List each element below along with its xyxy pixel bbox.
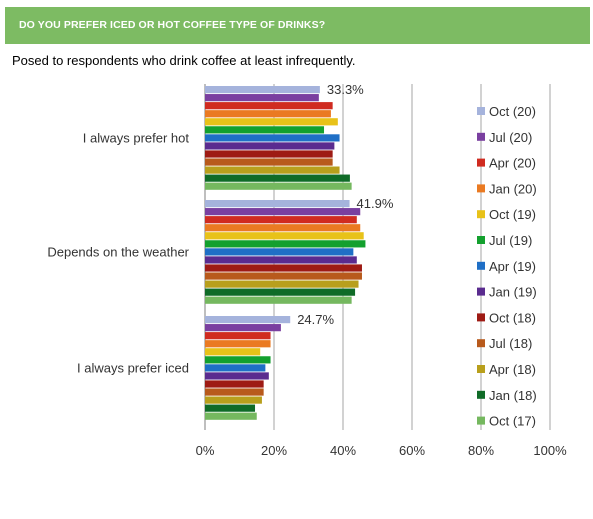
legend-label: Jul (20) xyxy=(489,130,532,145)
legend-swatch xyxy=(477,261,485,270)
bar xyxy=(205,316,291,324)
legend-label: Jan (18) xyxy=(489,388,537,403)
legend-swatch xyxy=(477,287,485,296)
bar xyxy=(205,200,350,208)
bar xyxy=(205,142,335,150)
bar xyxy=(205,364,266,372)
bar xyxy=(205,126,325,134)
legend-label: Oct (20) xyxy=(489,104,536,119)
bar xyxy=(205,380,264,388)
bar xyxy=(205,280,359,288)
page-title: DO YOU PREFER ICED OR HOT COFFEE TYPE OF… xyxy=(19,19,326,31)
bar xyxy=(205,396,262,404)
bar xyxy=(205,412,257,420)
legend-swatch xyxy=(477,210,485,219)
legend-label: Apr (18) xyxy=(489,362,536,377)
bar xyxy=(205,216,357,224)
bar xyxy=(205,356,271,364)
bar xyxy=(205,224,361,232)
bar xyxy=(205,404,256,412)
legend: Oct (20) Jul (20) Apr (20) Jan (20) Oct (19)… xyxy=(477,104,537,429)
legend-label: Jul (18) xyxy=(489,336,532,351)
x-tick-label: 20% xyxy=(261,443,287,458)
bar xyxy=(205,256,357,264)
bar xyxy=(205,182,352,190)
x-tick-label: 60% xyxy=(399,443,425,458)
legend-label: Apr (20) xyxy=(489,156,536,171)
legend-label: Oct (19) xyxy=(489,207,536,222)
bar xyxy=(205,324,281,332)
bar xyxy=(205,372,269,380)
legend-swatch xyxy=(477,132,485,141)
category-label: I always prefer hot xyxy=(83,130,190,145)
data-label: 33.3% xyxy=(327,82,364,97)
bar xyxy=(205,110,331,118)
bar xyxy=(205,166,340,174)
bar xyxy=(205,102,333,110)
labels: 0% 20% 40% 60% 80% 100% 33.3% 41.9% 24.7% I alway… xyxy=(47,82,567,458)
bar xyxy=(205,150,333,158)
bar xyxy=(205,208,361,216)
bar xyxy=(205,134,340,142)
legend-label: Jan (19) xyxy=(489,285,537,300)
bar xyxy=(205,332,271,340)
bar xyxy=(205,348,261,356)
legend-swatch xyxy=(477,365,485,373)
bar xyxy=(205,340,271,348)
x-tick-label: 40% xyxy=(330,443,356,458)
bar xyxy=(205,288,356,296)
bar xyxy=(205,248,354,256)
bar xyxy=(205,158,333,166)
legend-label: Jul (19) xyxy=(489,233,532,248)
category-label: I always prefer iced xyxy=(77,360,189,375)
bar xyxy=(205,264,362,272)
bar xyxy=(205,232,364,240)
x-tick-label: 0% xyxy=(196,443,215,458)
legend-swatch xyxy=(477,158,485,167)
bar xyxy=(205,86,320,94)
bar xyxy=(205,174,350,182)
bar xyxy=(205,388,264,396)
chart-subtitle: Posed to respondents who drink coffee at… xyxy=(12,53,356,68)
legend-label: Oct (17) xyxy=(489,414,536,429)
data-label: 41.9% xyxy=(357,196,394,211)
bars xyxy=(205,86,366,420)
legend-label: Jan (20) xyxy=(489,181,537,196)
legend-swatch xyxy=(477,416,485,425)
legend-label: Oct (18) xyxy=(489,310,536,325)
bar xyxy=(205,296,352,304)
legend-swatch xyxy=(477,184,485,193)
bar xyxy=(205,94,319,102)
legend-swatch xyxy=(477,339,485,348)
category-label: Depends on the weather xyxy=(47,244,189,259)
legend-swatch xyxy=(477,107,485,115)
legend-swatch xyxy=(477,313,485,322)
x-tick-label: 100% xyxy=(533,443,567,458)
x-tick-label: 80% xyxy=(468,443,494,458)
header-bar: DO YOU PREFER ICED OR HOT COFFEE TYPE OF… xyxy=(5,7,590,44)
legend-swatch xyxy=(477,236,485,244)
legend-swatch xyxy=(477,390,485,399)
bar xyxy=(205,272,362,280)
data-label: 24.7% xyxy=(297,312,334,327)
legend-label: Apr (19) xyxy=(489,259,536,274)
bar xyxy=(205,118,338,126)
bar xyxy=(205,240,366,248)
